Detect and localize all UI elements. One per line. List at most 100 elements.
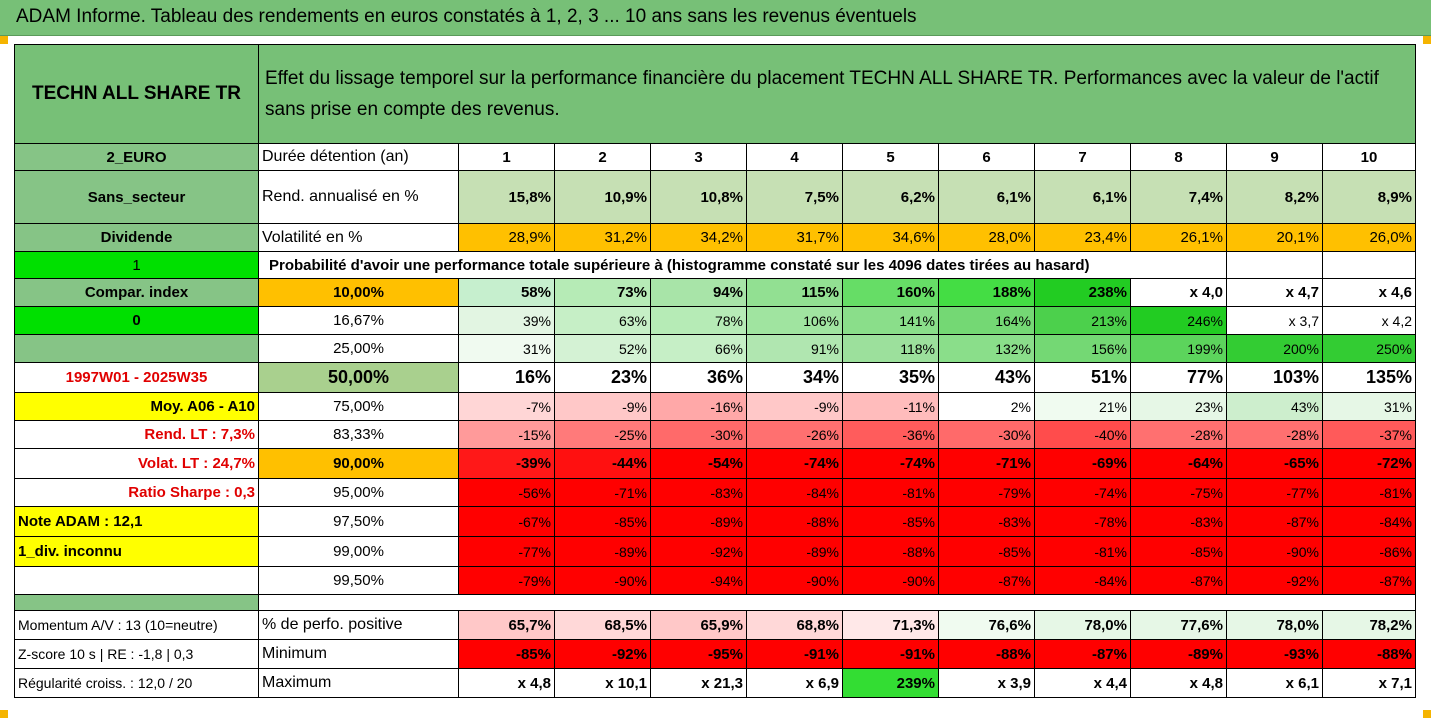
percentile-cell: 115% — [746, 278, 843, 307]
percentile-cell: 250% — [1322, 334, 1416, 363]
volatility-cell: 20,1% — [1226, 223, 1323, 252]
percentile-cell: 118% — [842, 334, 939, 363]
percentile-cell: 156% — [1034, 334, 1131, 363]
percentile-cell: -92% — [650, 536, 747, 567]
percentile-cell: 43% — [938, 362, 1035, 393]
summary-cell: x 3,9 — [938, 668, 1035, 698]
percentile-level: 83,33% — [258, 420, 459, 449]
percentile-cell: 77% — [1130, 362, 1227, 393]
percentile-cell: -90% — [746, 566, 843, 595]
year-cell: 6 — [938, 143, 1035, 171]
row-label: Volatilité en % — [258, 223, 459, 252]
percentile-cell: 106% — [746, 306, 843, 335]
percentile-cell: -74% — [842, 448, 939, 479]
empty-cell — [1226, 251, 1323, 279]
percentile-cell: 238% — [1034, 278, 1131, 307]
percentile-cell: 2% — [938, 392, 1035, 421]
percentile-cell: x 4,0 — [1130, 278, 1227, 307]
duration-row: 2_EURO Durée détention (an) 1 2 3 4 5 6 … — [14, 143, 1416, 171]
row-side-label: 0 — [14, 306, 259, 335]
percentile-cell: 58% — [458, 278, 555, 307]
volatility-cell: 28,9% — [458, 223, 555, 252]
return-cell: 15,8% — [458, 170, 555, 224]
row-side-label: Ratio Sharpe : 0,3 — [14, 478, 259, 507]
percentile-cell: 103% — [1226, 362, 1323, 393]
volatility-cell: 26,1% — [1130, 223, 1227, 252]
summary-cell: x 4,8 — [1130, 668, 1227, 698]
percentile-cell: 31% — [1322, 392, 1416, 421]
volatility-cell: 31,7% — [746, 223, 843, 252]
return-row: Sans_secteur Rend. annualisé en % 15,8% … — [14, 170, 1416, 224]
percentile-cell: -71% — [938, 448, 1035, 479]
percentile-cell: -88% — [746, 506, 843, 537]
summary-row: Régularité croiss. : 12,0 / 20 Maximum x 4… — [14, 668, 1416, 698]
percentile-cell: -81% — [1034, 536, 1131, 567]
percentile-row: Moy. A06 - A10 75,00% -7% -9% -16% -9% -11% 2% 2… — [14, 392, 1416, 421]
percentile-level: 10,00% — [258, 278, 459, 307]
percentile-cell: -90% — [1226, 536, 1323, 567]
percentile-cell: -65% — [1226, 448, 1323, 479]
row-label: % de perfo. positive — [258, 610, 459, 640]
year-cell: 7 — [1034, 143, 1131, 171]
return-cell: 6,1% — [1034, 170, 1131, 224]
summary-cell: -85% — [458, 639, 555, 669]
row-side-label: Z-score 10 s | RE : -1,8 | 0,3 — [14, 639, 259, 669]
percentile-cell: x 4,2 — [1322, 306, 1416, 335]
year-cell: 1 — [458, 143, 555, 171]
percentile-cell: -77% — [1226, 478, 1323, 507]
percentile-cell: -86% — [1322, 536, 1416, 567]
row-side-label: 2_EURO — [14, 143, 259, 171]
year-cell: 9 — [1226, 143, 1323, 171]
percentile-level: 75,00% — [258, 392, 459, 421]
summary-cell: 78,0% — [1226, 610, 1323, 640]
percentile-cell: -64% — [1130, 448, 1227, 479]
year-cell: 3 — [650, 143, 747, 171]
summary-cell: 68,5% — [554, 610, 651, 640]
summary-cell: -87% — [1034, 639, 1131, 669]
summary-cell: 65,9% — [650, 610, 747, 640]
summary-cell: x 6,9 — [746, 668, 843, 698]
percentile-row: Rend. LT : 7,3% 83,33% -15% -25% -30% -26% -36… — [14, 420, 1416, 449]
summary-cell: -93% — [1226, 639, 1323, 669]
year-cell: 4 — [746, 143, 843, 171]
percentile-row: 99,50% -79% -90% -94% -90% -90% -87% -84% -87% -9… — [14, 566, 1416, 595]
summary-cell: x 6,1 — [1226, 668, 1323, 698]
summary-cell: 78,0% — [1034, 610, 1131, 640]
percentile-cell: 39% — [458, 306, 555, 335]
year-cell: 10 — [1322, 143, 1416, 171]
percentile-cell: -71% — [554, 478, 651, 507]
percentile-cell: -92% — [1226, 566, 1323, 595]
summary-cell: -88% — [938, 639, 1035, 669]
summary-section: Momentum A/V : 13 (10=neutre)% de perfo.… — [14, 610, 1416, 698]
fund-name: TECHN ALL SHARE TR — [14, 44, 259, 144]
percentile-cell: -79% — [938, 478, 1035, 507]
summary-cell: 77,6% — [1130, 610, 1227, 640]
percentile-cell: 23% — [1130, 392, 1227, 421]
percentile-cell: -84% — [1034, 566, 1131, 595]
percentile-cell: x 4,6 — [1322, 278, 1416, 307]
row-side-label: Dividende — [14, 223, 259, 252]
percentile-cell: -87% — [1322, 566, 1416, 595]
percentile-cell: 51% — [1034, 362, 1131, 393]
volatility-cell: 23,4% — [1034, 223, 1131, 252]
summary-cell: -92% — [554, 639, 651, 669]
summary-cell: x 4,4 — [1034, 668, 1131, 698]
spacer-cell — [258, 594, 1416, 611]
percentile-cell: -7% — [458, 392, 555, 421]
summary-row: Momentum A/V : 13 (10=neutre)% de perfo.… — [14, 610, 1416, 640]
corner-marker — [0, 710, 8, 718]
percentile-row: Volat. LT : 24,7% 90,00% -39% -44% -54% -74% -… — [14, 448, 1416, 479]
percentile-level: 25,00% — [258, 334, 459, 363]
percentile-level: 95,00% — [258, 478, 459, 507]
percentile-cell: -89% — [746, 536, 843, 567]
percentile-cell: -89% — [554, 536, 651, 567]
percentile-cell: 200% — [1226, 334, 1323, 363]
percentile-cell: -89% — [650, 506, 747, 537]
probability-row: 1 Probabilité d'avoir une performance to… — [14, 251, 1416, 279]
summary-cell: -89% — [1130, 639, 1227, 669]
percentile-row: 25,00% 31% 52% 66% 91% 118% 132% 156% 199% 200% 25… — [14, 334, 1416, 363]
volatility-cell: 34,6% — [842, 223, 939, 252]
percentile-cell: -85% — [842, 506, 939, 537]
percentile-cell: 31% — [458, 334, 555, 363]
percentile-cell: 73% — [554, 278, 651, 307]
